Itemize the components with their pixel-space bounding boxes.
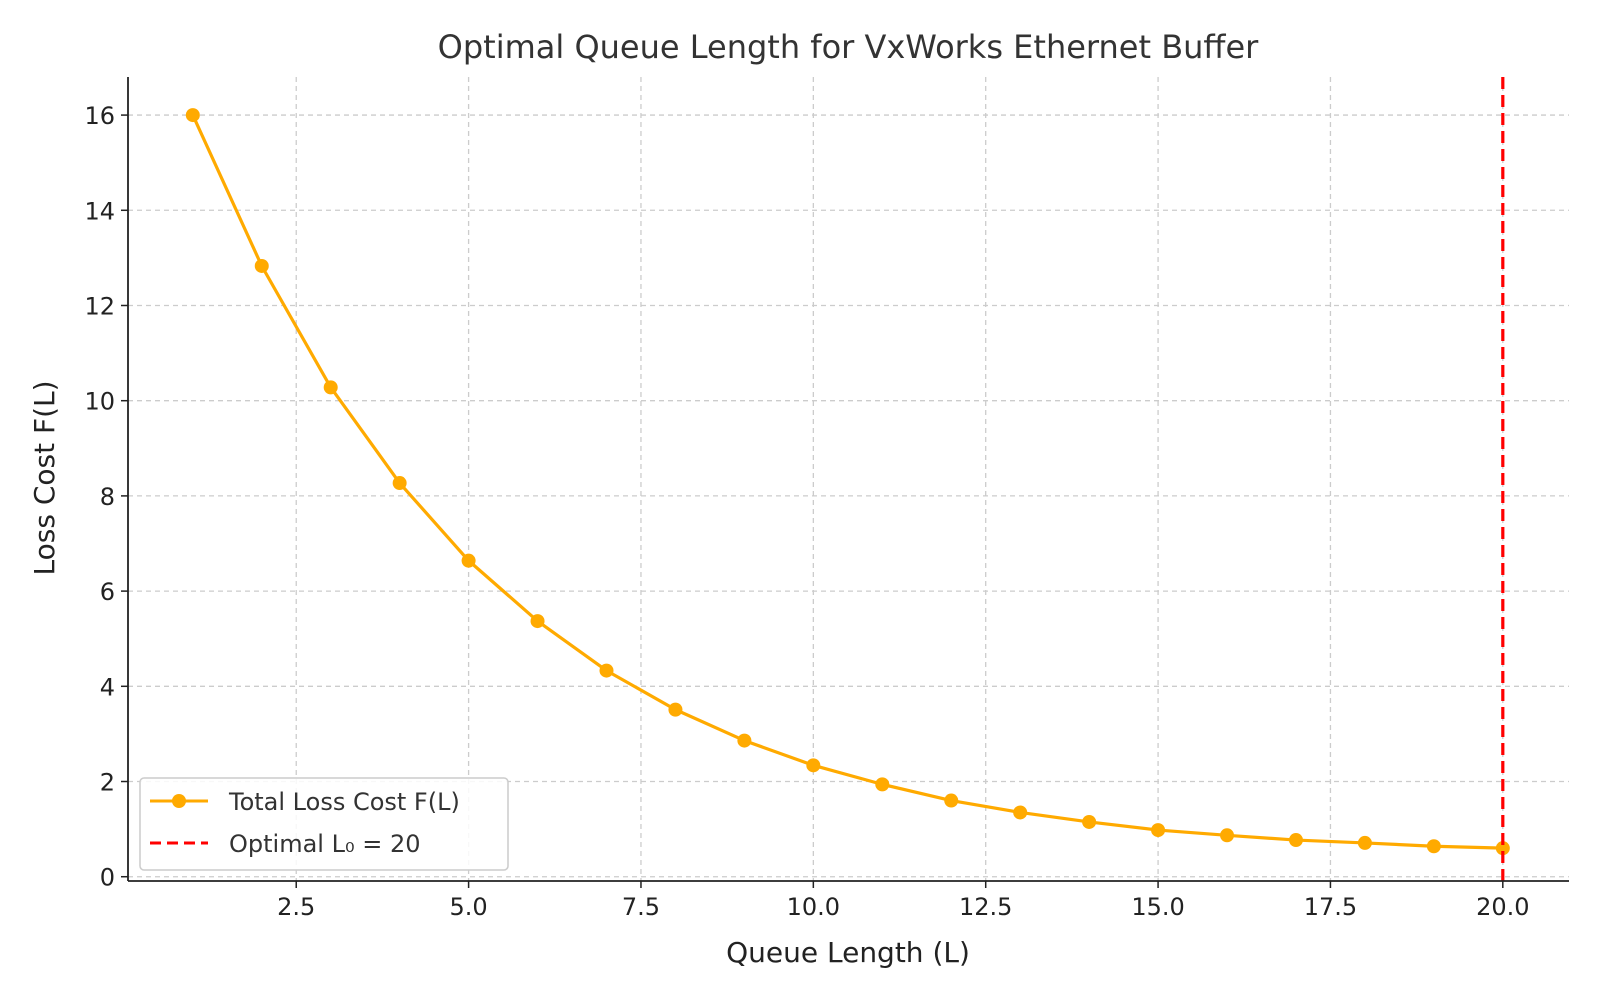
y-tick-label: 16: [84, 102, 115, 130]
chart-title: Optimal Queue Length for VxWorks Etherne…: [438, 28, 1259, 66]
data-point: [875, 777, 890, 792]
data-point: [392, 476, 407, 491]
data-point: [944, 793, 959, 808]
x-tick-label: 10.0: [787, 893, 840, 921]
y-tick-label: 8: [100, 483, 115, 511]
data-point: [599, 663, 614, 678]
data-point: [1013, 805, 1028, 820]
data-point: [1495, 841, 1510, 856]
x-tick-label: 20.0: [1476, 893, 1529, 921]
grid: [128, 77, 1569, 881]
data-point: [1151, 823, 1166, 838]
data-point: [806, 758, 821, 773]
legend-box: [139, 777, 509, 871]
series-line: [191, 114, 1503, 850]
data-point: [461, 553, 476, 568]
legend: Total Loss Cost F(L) Optimal L₀ = 20: [139, 777, 509, 871]
legend-label-series: Total Loss Cost F(L): [228, 788, 460, 816]
y-tick-label: 14: [84, 197, 115, 225]
data-point: [1082, 814, 1097, 829]
axes: 2.5 5.0 7.5 10.0 12.5 15.0 17.5 20.0 0 2 4 6 8 10 12 14…: [84, 77, 1569, 921]
y-tick-label: 12: [84, 292, 115, 320]
data-point: [1220, 828, 1235, 843]
data-point: [1288, 833, 1303, 848]
y-tick-label: 2: [100, 769, 115, 797]
x-tick-label: 2.5: [277, 893, 315, 921]
data-point: [530, 614, 545, 629]
data-point: [1426, 839, 1441, 854]
x-tick-label: 7.5: [622, 893, 660, 921]
y-axis-label: Loss Cost F(L): [28, 380, 61, 575]
y-tick-label: 4: [100, 673, 115, 701]
legend-label-optimal: Optimal L₀ = 20: [229, 830, 420, 858]
data-point: [254, 258, 269, 273]
data-point: [1357, 835, 1372, 850]
data-point: [185, 108, 200, 123]
data-point: [668, 702, 683, 717]
x-tick-label: 17.5: [1304, 893, 1357, 921]
y-tick-label: 0: [100, 864, 115, 892]
x-tick-label: 12.5: [959, 893, 1012, 921]
data-point: [323, 380, 338, 395]
y-tick-label: 6: [100, 578, 115, 606]
y-tick-label: 10: [84, 388, 115, 416]
plot-area: [185, 77, 1510, 881]
x-axis-label: Queue Length (L): [726, 936, 970, 969]
x-tick-label: 5.0: [450, 893, 488, 921]
legend-marker-series: [172, 794, 186, 808]
x-tick-label: 15.0: [1131, 893, 1184, 921]
data-point: [737, 733, 752, 748]
